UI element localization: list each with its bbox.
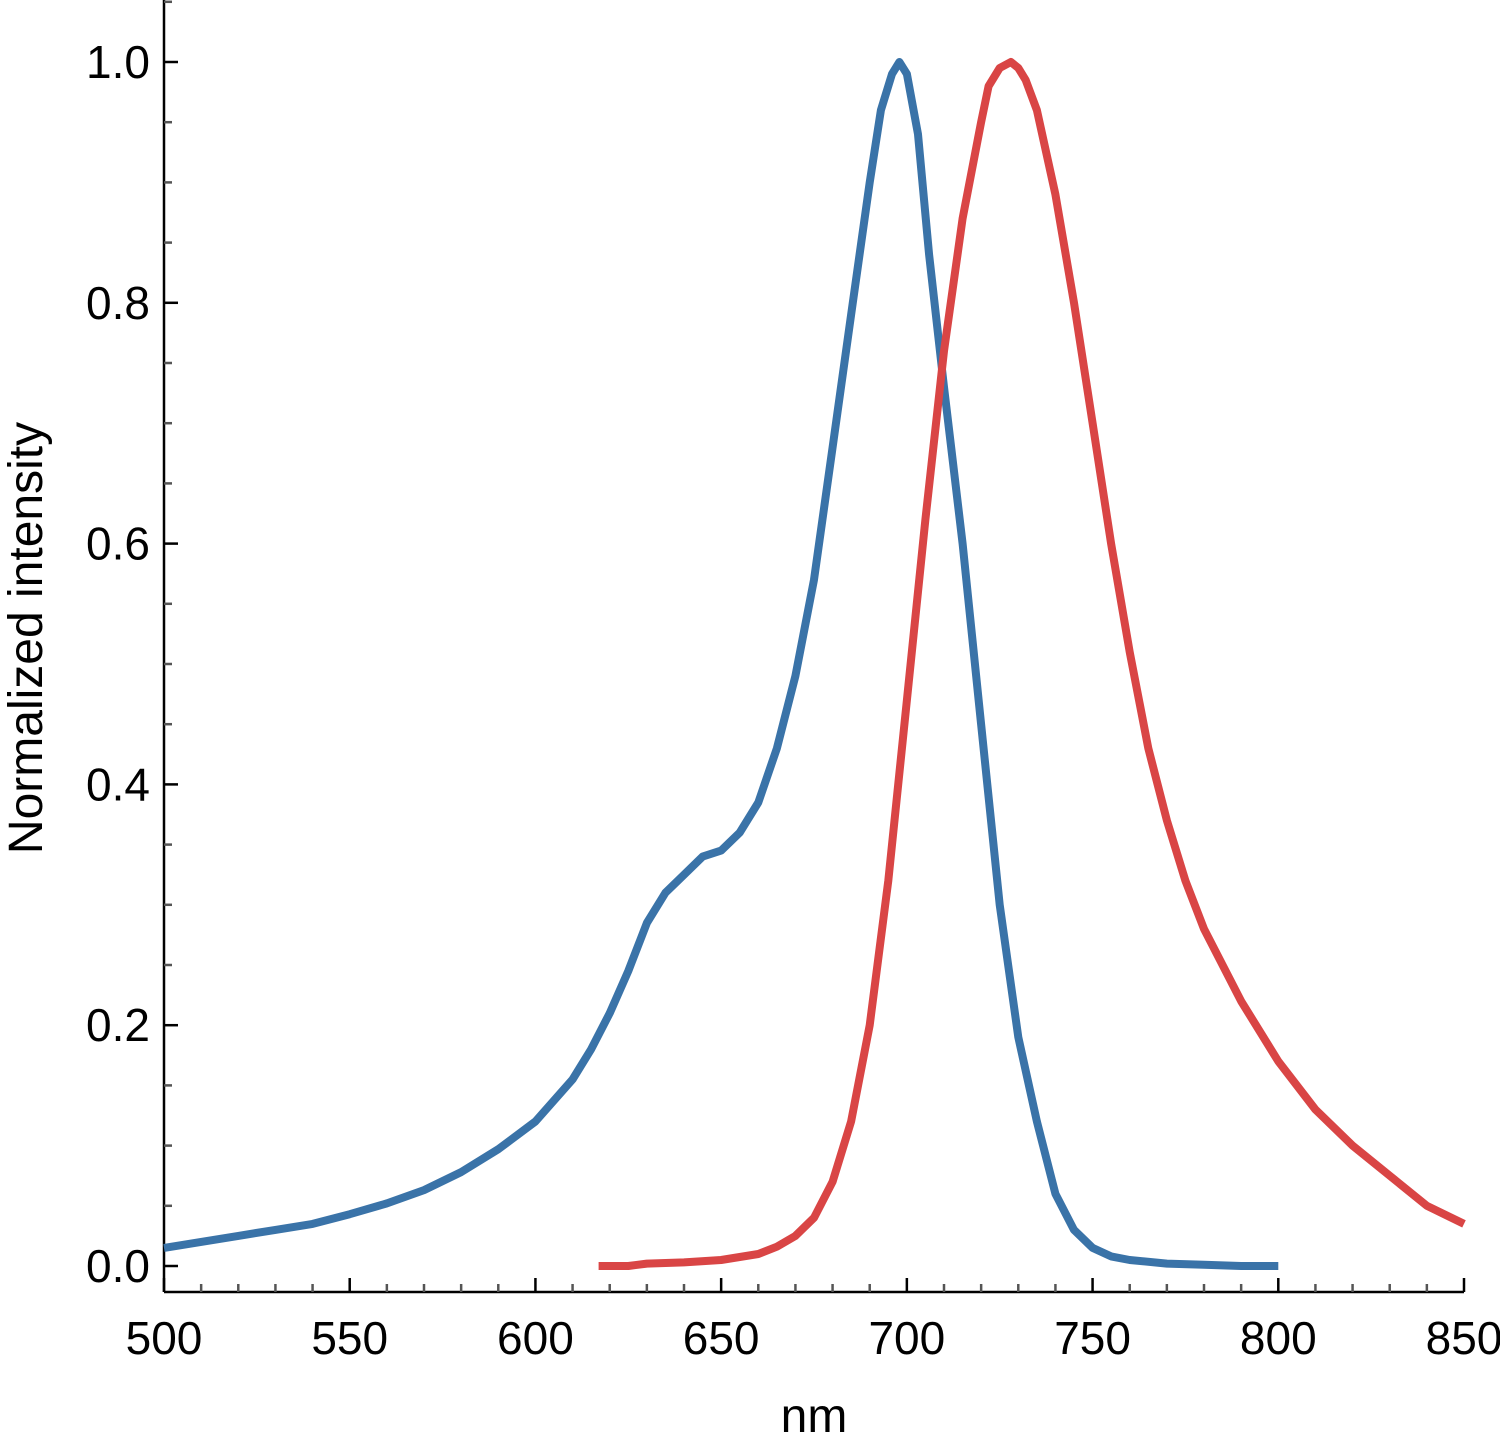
y-tick-label: 1.0 [86,36,150,88]
y-tick-label: 0.8 [86,277,150,329]
axes [162,0,1464,1294]
y-tick-label: 0.6 [86,518,150,570]
x-axis-title: nm [781,1390,848,1439]
x-tick-label: 850 [1426,1312,1500,1364]
y-tick-label: 0.2 [86,999,150,1051]
y-tick-label: 0.0 [86,1240,150,1292]
y-tick-label: 0.4 [86,758,150,810]
y-axis-ticks: 0.0 0.2 0.4 0.6 0.8 1.0 [86,0,178,1292]
x-tick-label: 700 [868,1312,945,1364]
x-tick-label: 600 [497,1312,574,1364]
x-axis-ticks: 500 550 600 650 700 750 800 850 [126,1278,1500,1364]
x-tick-label: 550 [311,1312,388,1364]
x-tick-label: 650 [683,1312,760,1364]
x-tick-label: 750 [1054,1312,1131,1364]
series-line-1 [163,58,1279,1270]
x-tick-label: 500 [126,1312,203,1364]
y-axis-title: Normalized intensity [0,422,53,854]
series-layer [163,58,1466,1270]
series-line-2 [598,58,1466,1270]
x-tick-label: 800 [1240,1312,1317,1364]
